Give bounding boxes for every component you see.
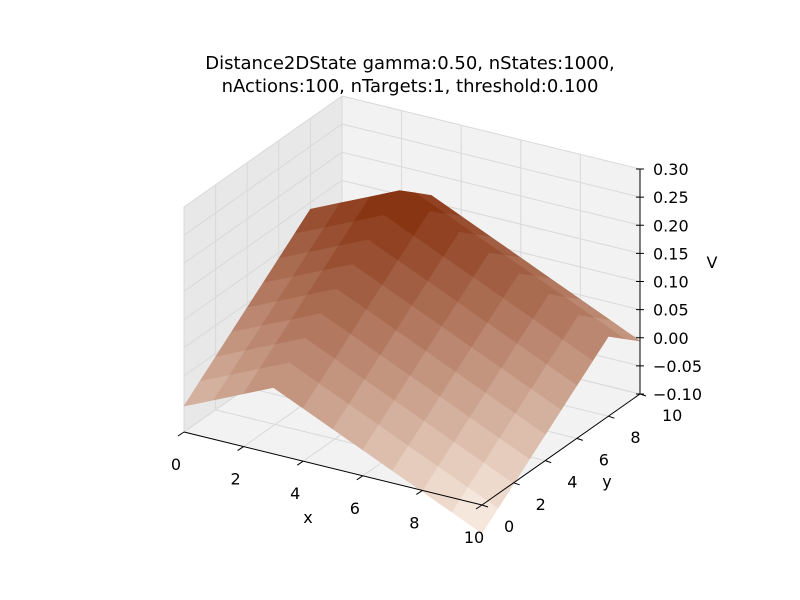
- x-tick: [237, 446, 244, 452]
- y-axis-label: y: [602, 472, 611, 491]
- y-tick: [576, 437, 583, 441]
- z-tick-label: 0.25: [653, 188, 689, 207]
- x-tick-label: 0: [171, 455, 181, 474]
- z-tick-label: −0.10: [653, 385, 702, 404]
- z-tick-label: 0.15: [653, 244, 689, 263]
- z-tick-label: −0.05: [653, 357, 702, 376]
- x-tick-label: 6: [350, 499, 360, 518]
- z-tick-label: 0.10: [653, 273, 689, 292]
- z-tick-label: 0.00: [653, 329, 689, 348]
- z-tick-label: 0.30: [653, 160, 689, 179]
- y-tick: [513, 482, 520, 486]
- x-tick-label: 8: [409, 513, 419, 532]
- y-tick-label: 6: [599, 450, 609, 469]
- z-gridline: [183, 123, 641, 236]
- z-gridline: [183, 179, 641, 292]
- x-axis-label: x: [303, 508, 312, 527]
- y-tick: [481, 504, 489, 508]
- chart-title-line-2: nActions:100, nTargets:1, threshold:0.10…: [222, 76, 599, 97]
- y-tick-label: 0: [504, 517, 514, 536]
- y-axis-line: [481, 393, 641, 506]
- x-tick: [177, 431, 185, 437]
- y-tick-label: 10: [662, 406, 682, 425]
- axes: [177, 168, 647, 510]
- x-tick-label: 4: [290, 484, 300, 503]
- x-tick-label: 10: [464, 528, 484, 547]
- y-tick: [545, 460, 552, 464]
- z-tick-label: 0.20: [653, 216, 689, 235]
- y-tick-label: 2: [536, 495, 546, 514]
- surface-plot: [183, 190, 641, 534]
- y-tick: [608, 415, 615, 419]
- z-gridline: [183, 151, 641, 264]
- x-tick: [296, 460, 304, 466]
- x-tick: [416, 489, 423, 495]
- z-gridline: [183, 95, 641, 208]
- chart-title-line-1: Distance2DState gamma:0.50, nStates:1000…: [205, 53, 615, 74]
- x-tick-label: 2: [231, 470, 241, 489]
- surface-patch: [451, 487, 499, 534]
- tick-labels: 0 2 4 6 8 10 0 2 4 6 8 10 −0.10 −0.05 0.00 0.05 0.10 0.15…: [171, 160, 702, 547]
- x-tick: [475, 504, 483, 510]
- y-tick-label: 8: [630, 428, 640, 447]
- x-axis-line: [183, 431, 483, 506]
- y-tick-label: 4: [567, 473, 577, 492]
- x-tick: [356, 475, 364, 481]
- z-axis-label: V: [707, 253, 718, 272]
- z-tick-label: 0.05: [653, 301, 689, 320]
